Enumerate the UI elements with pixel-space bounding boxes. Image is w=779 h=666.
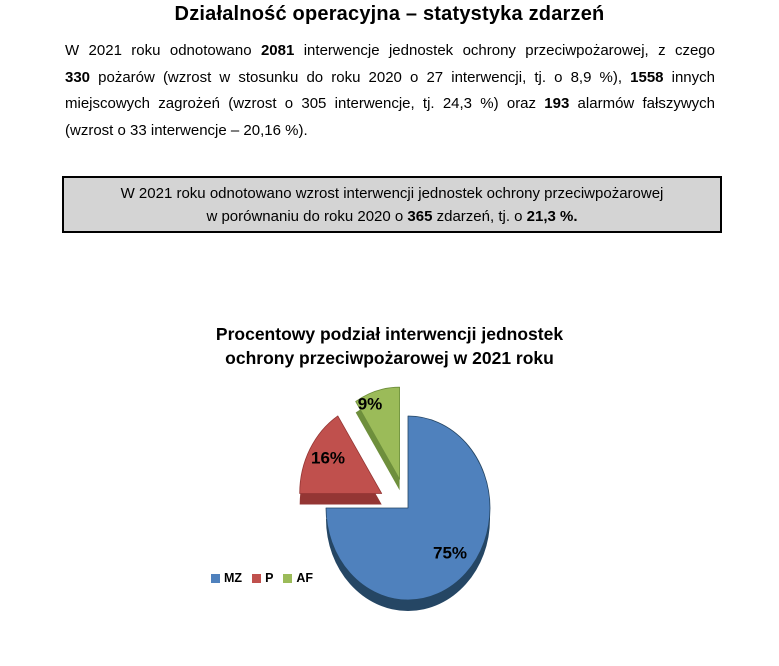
text-run: zdarzeń, tj. o: [432, 208, 527, 225]
legend-item-P: P: [252, 571, 273, 585]
pie-slice-AF: [355, 386, 400, 480]
text-line: w porównaniu do roku 2020 o 365 zdarzeń,…: [64, 205, 720, 228]
chart-title-line2: ochrony przeciwpożarowej w 2021 roku: [225, 347, 554, 368]
chart-title-line1: Procentowy podział interwencji jednostek: [215, 324, 564, 344]
text-line: 330 pożarów (wzrost w stosunku do roku 2…: [65, 65, 715, 92]
legend-item-AF: AF: [283, 571, 313, 585]
text-run: w porównaniu do roku 2020 o: [206, 208, 408, 225]
bold-run: 1558: [630, 68, 664, 86]
chart-title: Procentowy podział interwencji jednostek…: [0, 323, 779, 370]
legend-swatch-icon: [283, 573, 293, 583]
pie-slice-MZ: [325, 415, 491, 601]
text-run: W 2021 roku odnotowano wzrost interwencj…: [120, 185, 664, 202]
text-line: W 2021 roku odnotowano wzrost interwencj…: [64, 182, 720, 205]
legend-label: MZ: [224, 571, 243, 585]
text-run: innych: [663, 68, 715, 86]
pie-chart: 75% 16% 9%: [299, 386, 491, 611]
bold-run: 193: [544, 95, 570, 112]
text-run: pożarów (wzrost w stosunku do roku 2020 …: [90, 68, 631, 86]
bold-run: 330: [65, 68, 91, 86]
chart-legend: MZ P AF: [211, 571, 313, 585]
text-run: interwencje jednostek ochrony przeciwpoż…: [294, 42, 715, 59]
pie-slice-P: [299, 415, 383, 494]
text-run: miejscowych zagrożeń (wzrost o 305 inter…: [65, 95, 545, 112]
text-run: W 2021 roku odnotowano: [65, 42, 261, 59]
document-title: Działalność operacyjna – statystyka zdar…: [174, 3, 605, 25]
text-run: (wzrost o 33 interwencje – 20,16 %).: [65, 121, 308, 139]
legend-swatch-icon: [211, 573, 220, 583]
text-line: miejscowych zagrożeń (wzrost o 305 inter…: [65, 91, 715, 118]
legend-swatch-icon: [252, 573, 262, 583]
bold-run: 365: [407, 208, 433, 225]
text-run: alarmów fałszywych: [569, 95, 715, 112]
bold-run: 2081: [260, 42, 295, 59]
text-line: W 2021 roku odnotowano 2081 interwencje …: [65, 38, 715, 65]
pie-value-label-P: 16%: [311, 449, 345, 468]
highlight-box: W 2021 roku odnotowano wzrost interwencj…: [62, 176, 722, 233]
pie-value-label-MZ: 75%: [433, 544, 467, 563]
intro-paragraph: W 2021 roku odnotowano 2081 interwencje …: [65, 38, 715, 144]
legend-label: AF: [296, 571, 314, 585]
legend-item-MZ: MZ: [211, 571, 242, 585]
text-line: (wzrost o 33 interwencje – 20,16 %).: [65, 118, 715, 145]
pie-value-label-AF: 9%: [358, 395, 383, 414]
legend-label: P: [265, 571, 274, 585]
bold-run: 21,3 %.: [526, 208, 578, 225]
